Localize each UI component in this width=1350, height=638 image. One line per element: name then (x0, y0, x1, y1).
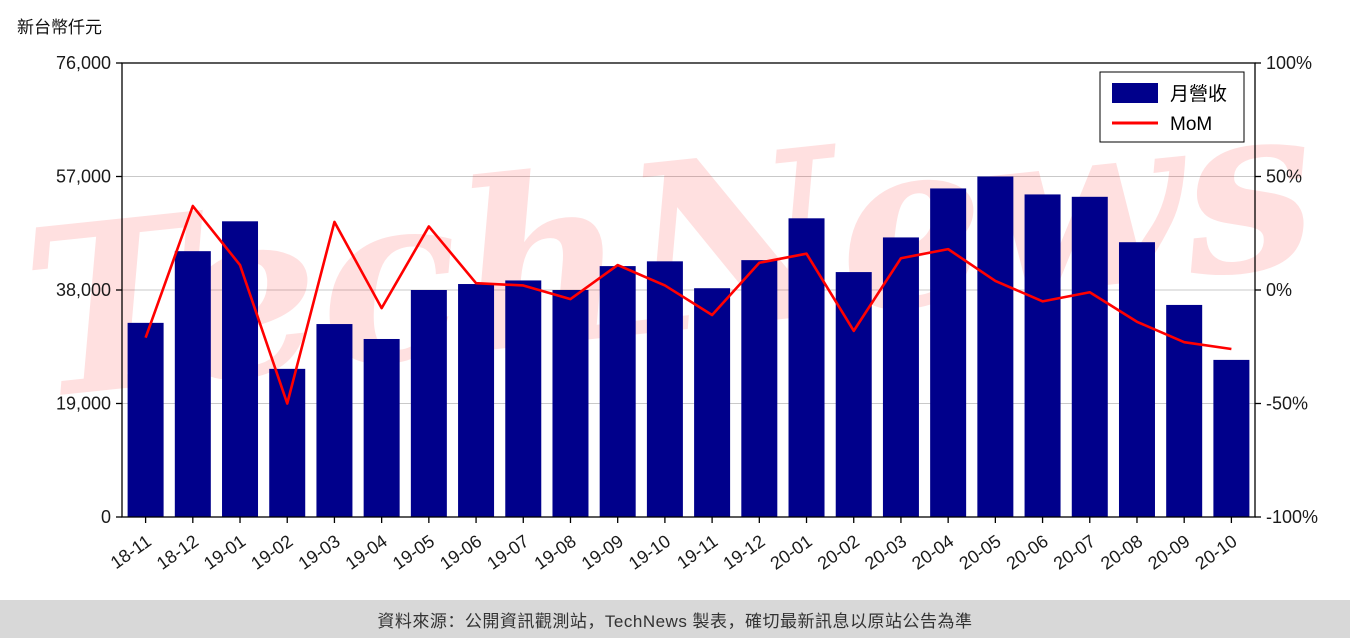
mom-line (144, 204, 1232, 405)
x-tick-label: 19-06 (436, 531, 485, 574)
x-tick-label: 19-02 (247, 531, 296, 574)
x-tick-label: 19-07 (483, 531, 532, 574)
x-tick-label: 18-12 (153, 531, 202, 574)
revenue-mom-chart: TechNews019,00038,00057,00076,000-100%-5… (12, 46, 1327, 574)
x-tick-label: 19-05 (389, 531, 438, 574)
x-tick-label: 20-07 (1050, 531, 1099, 574)
x-tick-label: 20-08 (1097, 531, 1146, 574)
bar-20-01 (788, 218, 825, 517)
bar-20-08 (1118, 242, 1155, 518)
x-tick-label: 18-11 (107, 531, 155, 573)
right-tick-label: -100% (1266, 507, 1318, 527)
bar-19-01 (222, 221, 259, 518)
x-tick-label: 19-12 (719, 531, 768, 574)
bar-19-06 (458, 284, 495, 517)
footer-text: 資料來源：公開資訊觀測站，TechNews 製表，確切最新訊息以原站公告為準 (377, 611, 973, 631)
bar-20-05 (977, 176, 1014, 517)
right-tick-label: -50% (1266, 394, 1308, 414)
right-tick-label: 100% (1266, 53, 1312, 73)
x-tick-label: 20-05 (955, 531, 1004, 574)
left-tick-label: 0 (101, 507, 111, 527)
y-axis-unit-label: 新台幣仟元 (17, 18, 102, 37)
x-tick-label: 19-10 (625, 531, 674, 574)
x-tick-label: 20-06 (1003, 531, 1052, 574)
x-tick-label: 19-08 (531, 531, 580, 574)
x-tick-label: 19-04 (342, 531, 391, 574)
bar-19-04 (363, 338, 400, 517)
bar-19-05 (410, 290, 447, 517)
left-tick-label: 19,000 (56, 394, 111, 414)
bar-20-07 (1071, 196, 1108, 517)
bar-20-04 (930, 188, 967, 517)
x-tick-label: 20-01 (767, 531, 816, 574)
right-tick-label: 0% (1266, 280, 1292, 300)
legend-bar-label: 月營收 (1170, 83, 1227, 105)
bar-19-11 (694, 288, 731, 517)
source-footer: 資料來源：公開資訊觀測站，TechNews 製表，確切最新訊息以原站公告為準 (0, 600, 1350, 638)
legend-line-label: MoM (1170, 114, 1212, 135)
x-tick-label: 20-02 (814, 531, 863, 574)
x-tick-label: 19-11 (673, 531, 721, 573)
x-tick-label: 20-03 (861, 531, 910, 574)
bar-19-12 (741, 260, 778, 517)
bar-20-10 (1213, 359, 1250, 517)
bar-19-03 (316, 324, 353, 517)
bar-20-03 (882, 237, 919, 517)
bar-20-09 (1166, 304, 1203, 517)
bar-18-11 (127, 322, 164, 517)
left-tick-label: 38,000 (56, 280, 111, 300)
x-tick-label: 19-03 (295, 531, 344, 574)
bar-20-06 (1024, 194, 1061, 517)
right-tick-label: 50% (1266, 167, 1302, 187)
bar-19-10 (646, 261, 683, 517)
bar-19-02 (269, 368, 306, 517)
x-tick-label: 19-01 (200, 531, 249, 574)
bar-19-09 (599, 266, 636, 517)
bar-19-08 (552, 290, 589, 517)
x-tick-label: 20-10 (1191, 531, 1240, 574)
bar-19-07 (505, 280, 542, 517)
left-tick-label: 76,000 (56, 53, 111, 73)
x-tick-label: 20-04 (908, 531, 957, 574)
x-tick-label: 20-09 (1144, 531, 1193, 574)
left-tick-label: 57,000 (56, 167, 111, 187)
bar-18-12 (174, 251, 211, 517)
legend-bar-swatch (1112, 83, 1158, 103)
x-tick-label: 19-09 (578, 531, 627, 574)
